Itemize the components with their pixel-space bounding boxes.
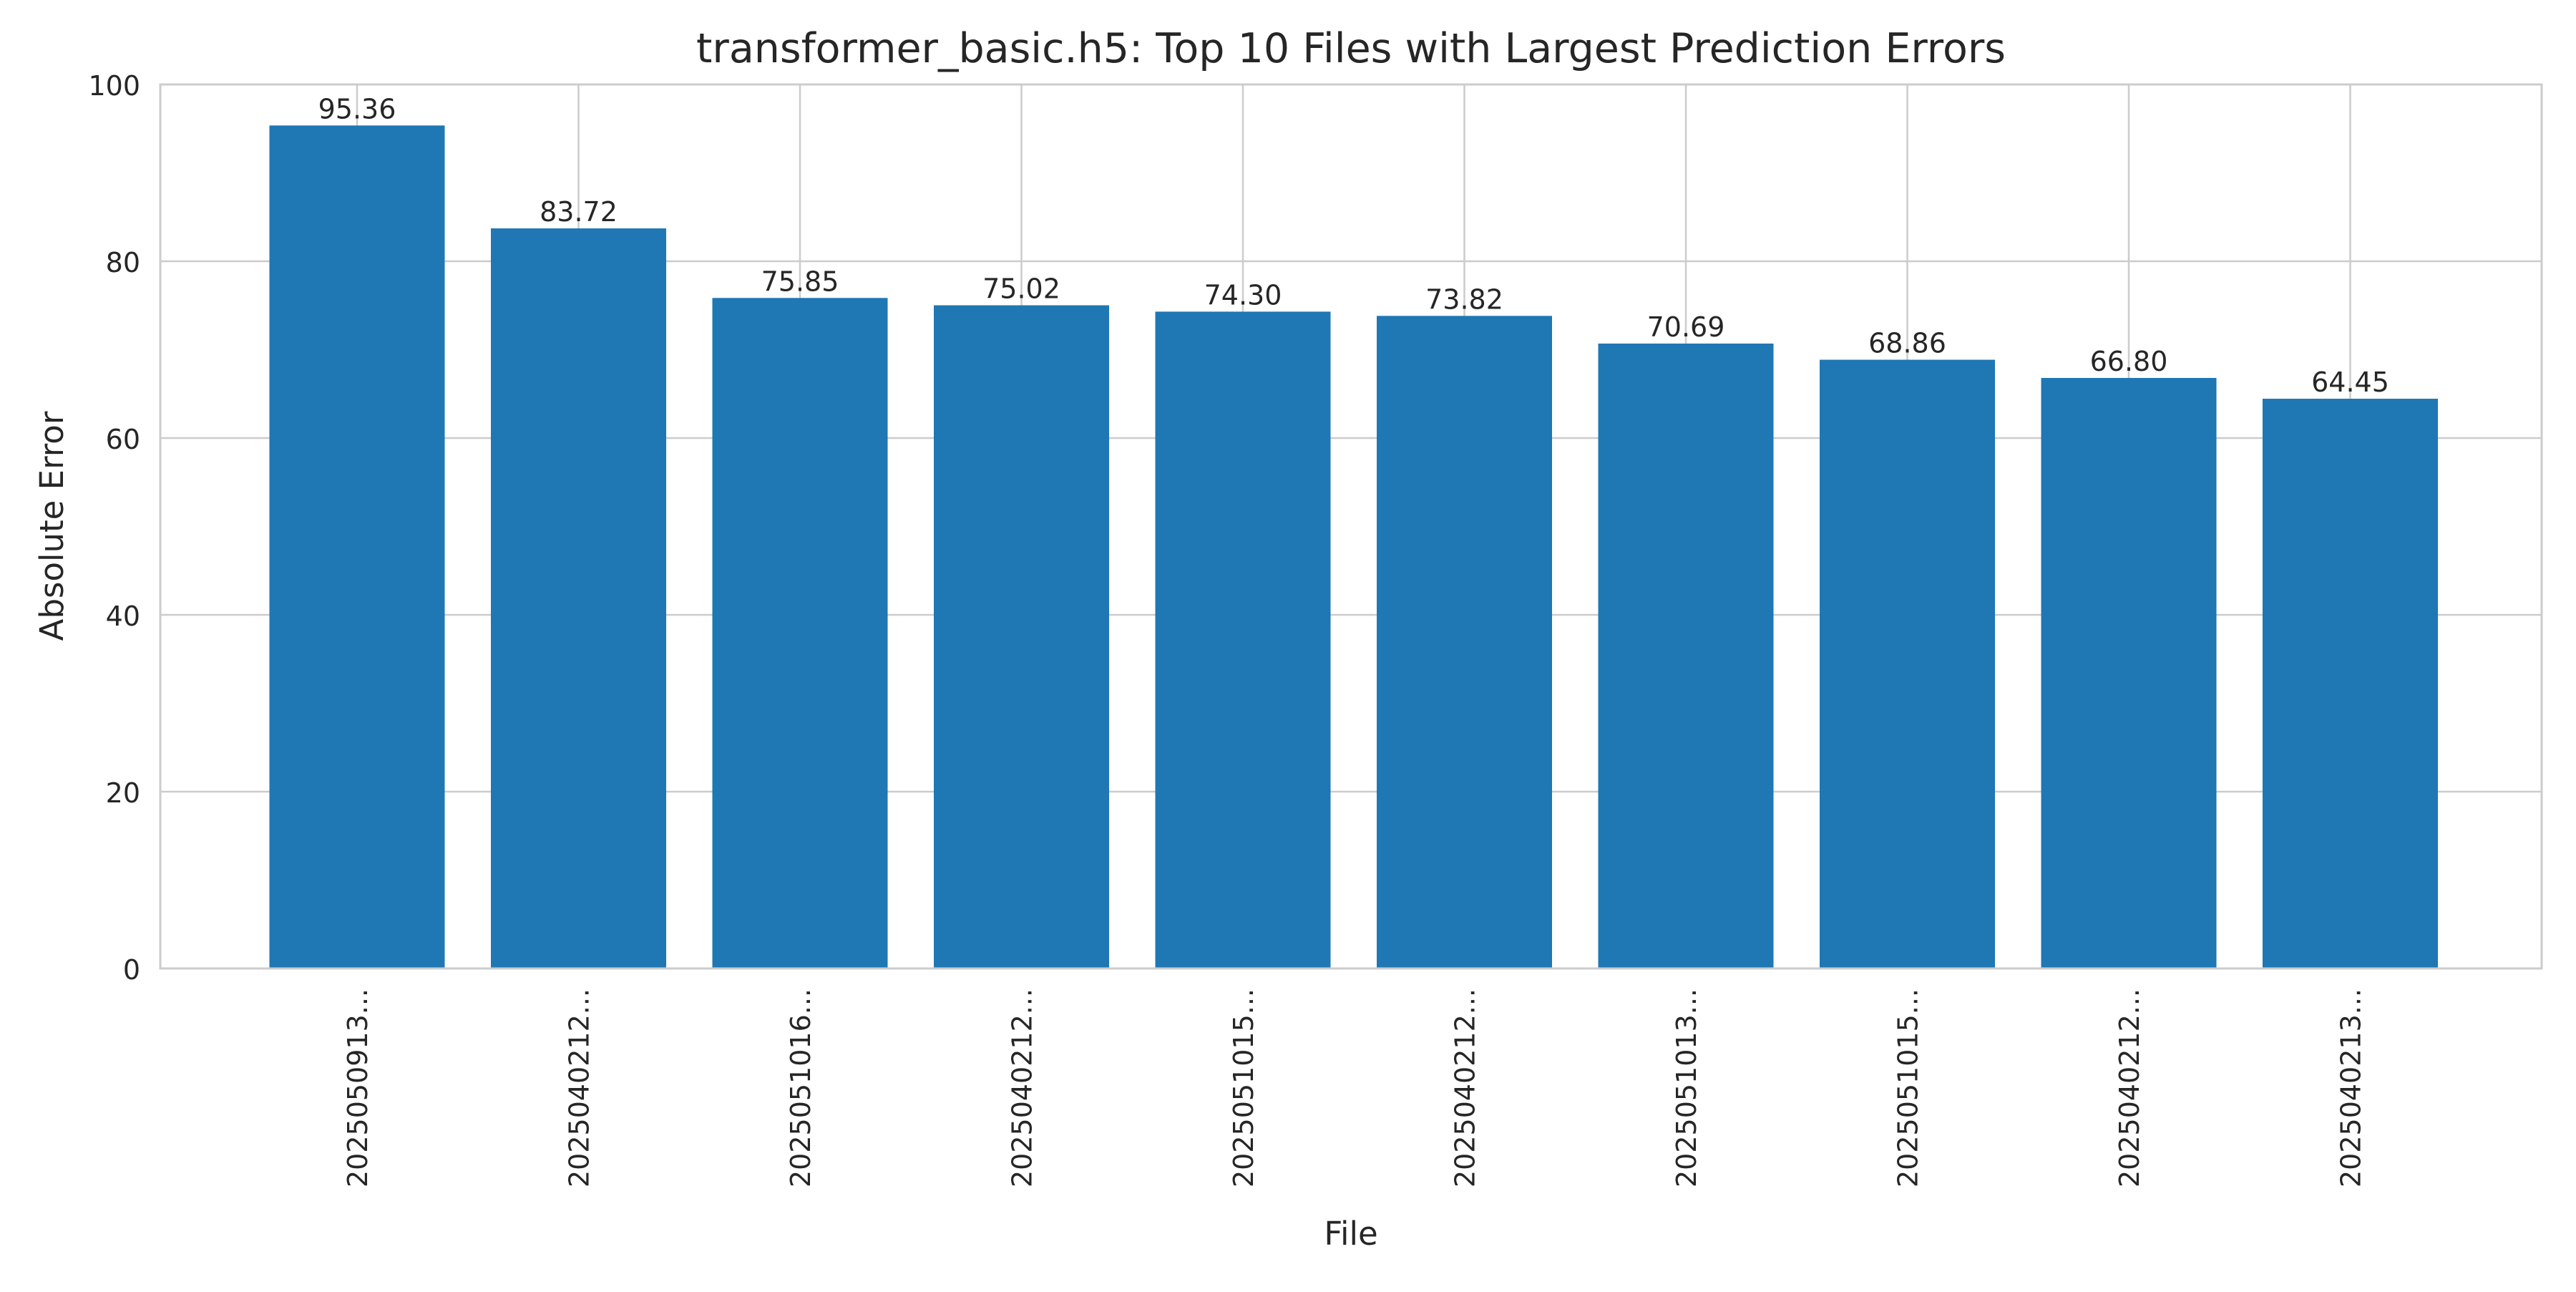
x-tick-label: 2025040212... <box>564 989 595 1187</box>
bar-value-label: 70.69 <box>1647 311 1725 343</box>
x-axis-label: File <box>1324 1215 1377 1253</box>
bar <box>2263 399 2438 968</box>
y-axis-label: Absolute Error <box>33 411 71 641</box>
x-tick-label: 2025040213... <box>2336 989 2367 1187</box>
bars <box>269 125 2438 969</box>
x-tick-label: 2025051015... <box>1228 989 1259 1187</box>
bar-value-label: 73.82 <box>1425 283 1503 315</box>
bar <box>712 298 888 968</box>
y-tick-label: 80 <box>106 247 140 278</box>
x-tick-label: 2025050913... <box>342 989 374 1187</box>
bar <box>934 305 1109 968</box>
bar-value-label: 66.80 <box>2090 346 2168 377</box>
y-tick-labels: 0 20 40 60 80 100 <box>88 70 140 986</box>
x-tick-label: 2025040212... <box>2114 989 2145 1187</box>
bar <box>1820 359 1995 969</box>
y-tick-label: 60 <box>106 424 140 455</box>
x-tick-label: 2025051013... <box>1671 989 1702 1187</box>
bar-value-label: 95.36 <box>318 93 396 125</box>
y-tick-label: 20 <box>106 777 140 809</box>
bar-value-label: 68.86 <box>1868 328 1946 359</box>
chart-title: transformer_basic.h5: Top 10 Files with … <box>696 25 2006 72</box>
x-tick-label: 2025040212... <box>1007 989 1038 1187</box>
value-labels: 95.36 83.72 75.85 75.02 74.30 73.82 70.69 68.86… <box>318 93 2389 398</box>
bar <box>1155 311 1331 968</box>
bar <box>491 228 666 969</box>
bar-value-label: 64.45 <box>2311 366 2389 398</box>
x-tick-label: 2025051015... <box>1893 989 1924 1187</box>
bar-value-label: 83.72 <box>540 196 618 228</box>
bar <box>2041 378 2217 968</box>
x-tick-label: 2025051016... <box>785 989 816 1187</box>
y-tick-label: 0 <box>123 954 140 986</box>
bar <box>1377 316 1552 968</box>
x-tick-labels: 2025050913... 2025040212... 2025051016... 2… <box>342 989 2367 1187</box>
plot-frame <box>159 83 2543 970</box>
y-tick-label: 40 <box>106 601 140 632</box>
bar-value-label: 74.30 <box>1204 279 1282 311</box>
y-tick-label: 100 <box>88 70 140 102</box>
x-tick-label: 2025040212... <box>1450 989 1481 1187</box>
bar <box>269 125 445 969</box>
bar-value-label: 75.85 <box>761 266 839 297</box>
bar <box>1598 343 1774 968</box>
bar-value-label: 75.02 <box>982 273 1060 305</box>
